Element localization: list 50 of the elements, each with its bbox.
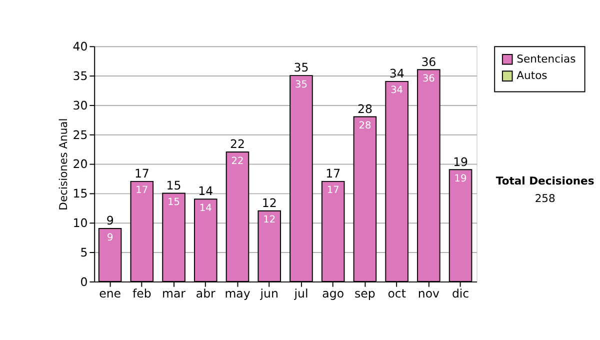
legend-label: Sentencias: [516, 52, 576, 66]
total-label: 22: [230, 137, 245, 152]
data-label: 15: [168, 196, 180, 208]
y-tick-label: 5: [80, 245, 88, 260]
x-tick-label: jun: [259, 286, 278, 301]
data-label: 12: [263, 214, 276, 226]
total-label: 9: [106, 214, 114, 228]
x-tick-label: ene: [99, 286, 121, 301]
y-tick-label: 0: [80, 274, 88, 289]
x-tick-label: abr: [196, 286, 216, 301]
data-label: 28: [358, 120, 372, 132]
y-axis-title: Decisiones Anual: [56, 118, 70, 210]
total-label: 35: [294, 60, 309, 75]
y-tick-label: 25: [72, 128, 88, 142]
y-tick-label: 15: [72, 186, 88, 201]
x-tick-label: mar: [162, 286, 186, 301]
x-tick-label: oct: [388, 286, 406, 301]
total-label: 17: [134, 166, 150, 181]
x-tick-label: nov: [418, 286, 440, 301]
data-label: 17: [326, 185, 340, 196]
x-tick-label: dic: [452, 286, 470, 301]
data-label: 34: [390, 85, 404, 96]
total-label: 34: [389, 66, 404, 81]
total-label: 14: [198, 184, 214, 198]
y-tick-label: 40: [72, 40, 88, 54]
y-tick-label: 10: [72, 216, 88, 230]
data-label: 14: [199, 202, 212, 214]
x-tick-label: sep: [354, 286, 376, 301]
data-label: 17: [136, 185, 148, 196]
total-label: 12: [262, 196, 277, 210]
data-label: 19: [454, 173, 467, 184]
legend-label: Autos: [516, 68, 548, 82]
data-label: 35: [294, 79, 308, 90]
y-tick-label: 35: [72, 68, 88, 83]
text: Total Decisiones: [496, 174, 594, 188]
data-label: 36: [422, 73, 435, 84]
total-label: 36: [421, 54, 436, 69]
total-label: 19: [453, 154, 468, 169]
text: 258: [534, 192, 556, 206]
data-label: 22: [231, 156, 244, 167]
data-label: 9: [106, 232, 114, 244]
x-tick-label: ago: [322, 286, 344, 301]
x-tick-label: may: [224, 286, 250, 301]
total-label: 15: [166, 178, 182, 192]
x-tick-label: feb: [132, 286, 152, 301]
y-tick-label: 30: [72, 98, 88, 112]
total-label: 28: [357, 102, 372, 116]
x-tick-label: jul: [293, 286, 308, 301]
total-label: 17: [326, 166, 341, 181]
y-tick-label: 20: [72, 157, 88, 172]
